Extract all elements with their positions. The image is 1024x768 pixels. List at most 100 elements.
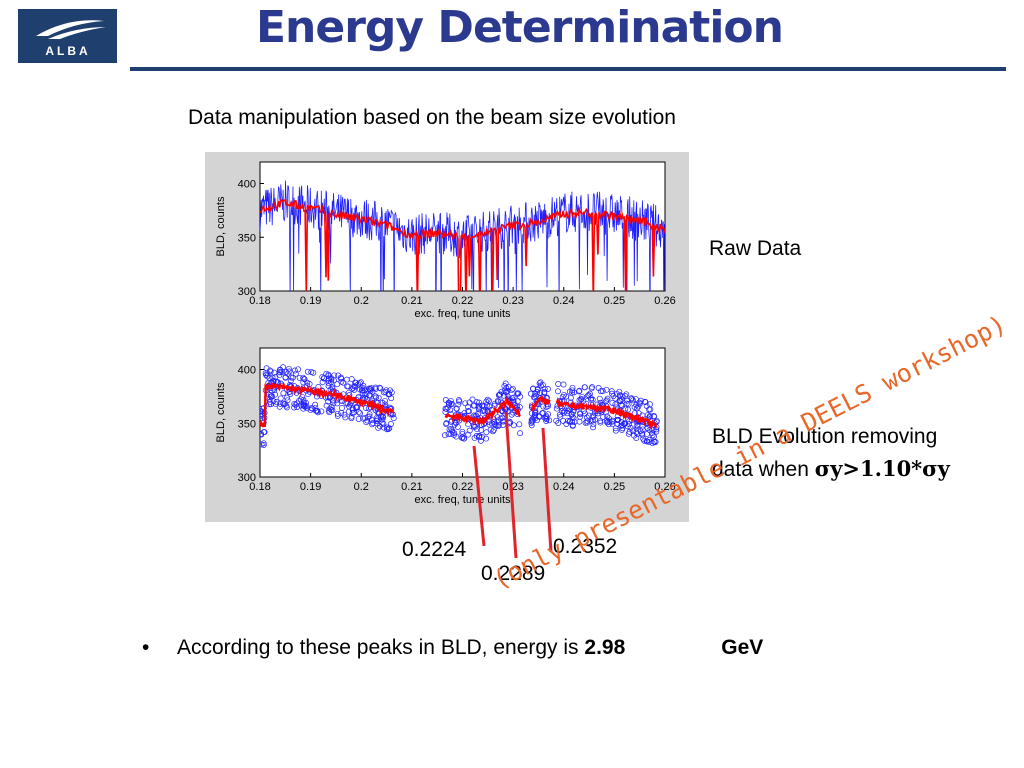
scatter-point bbox=[323, 402, 330, 409]
scatter-point bbox=[464, 403, 471, 410]
energy-unit: GeV bbox=[721, 636, 764, 659]
scatter-point bbox=[556, 411, 563, 418]
scatter-point bbox=[639, 430, 645, 437]
title-divider bbox=[130, 67, 1006, 71]
scatter-point bbox=[372, 393, 379, 400]
scatter-point bbox=[619, 422, 626, 429]
scatter-point bbox=[313, 407, 320, 414]
scatter-point bbox=[352, 379, 359, 386]
scatter-point bbox=[470, 422, 477, 429]
scatter-point bbox=[382, 397, 388, 404]
scatter-point bbox=[357, 379, 364, 386]
x-tick-label: 0.19 bbox=[300, 295, 321, 307]
scatter-point bbox=[373, 416, 380, 423]
scatter-point bbox=[312, 404, 319, 411]
logo-text: ALBA bbox=[45, 44, 90, 58]
scatter-point bbox=[612, 427, 619, 434]
scatter-point bbox=[546, 417, 553, 424]
scatter-point bbox=[286, 368, 293, 375]
scatter-point bbox=[536, 380, 543, 387]
scatter-point bbox=[567, 394, 574, 401]
scatter-point bbox=[260, 431, 264, 437]
scatter-point bbox=[351, 383, 358, 390]
scatter-point bbox=[445, 399, 452, 406]
y-tick-label: 300 bbox=[238, 286, 256, 298]
scatter-point bbox=[461, 435, 468, 442]
scatter-point bbox=[560, 417, 567, 424]
scatter-point bbox=[334, 381, 341, 388]
scatter-point bbox=[344, 383, 351, 390]
peak-label-2: 0.2352 bbox=[553, 535, 618, 558]
scatter-point bbox=[441, 432, 448, 439]
scatter-point bbox=[359, 390, 366, 396]
scatter-point bbox=[270, 398, 277, 405]
scatter-point bbox=[594, 410, 601, 417]
x-tick-label: 0.23 bbox=[502, 295, 523, 307]
scatter-point bbox=[630, 427, 637, 434]
scatter-point bbox=[596, 395, 603, 402]
scatter-point bbox=[318, 408, 325, 415]
scatter-point bbox=[501, 387, 508, 394]
scatter-point bbox=[375, 424, 382, 431]
scatter-point bbox=[540, 403, 547, 410]
scatter-point bbox=[604, 413, 611, 420]
scatter-point bbox=[339, 405, 345, 411]
conclusion-bullet: • According to these peaks in BLD, energy… bbox=[142, 636, 763, 660]
y-tick-label: 350 bbox=[238, 232, 256, 244]
y-axis-label: BLD, counts bbox=[215, 196, 227, 256]
scatter-point bbox=[474, 426, 480, 433]
scatter-point bbox=[282, 374, 289, 381]
scatter-point bbox=[569, 389, 576, 396]
scatter-point bbox=[646, 412, 653, 419]
scatter-point bbox=[368, 385, 375, 392]
scatter-point bbox=[375, 394, 382, 401]
scatter-point bbox=[453, 433, 460, 440]
scatter-point bbox=[283, 394, 290, 401]
x-tick-label: 0.22 bbox=[452, 481, 473, 493]
scatter-point bbox=[495, 423, 502, 430]
scatter-point bbox=[297, 396, 304, 403]
scatter-point bbox=[497, 415, 504, 422]
scatter-point bbox=[342, 414, 349, 421]
scatter-point bbox=[559, 393, 566, 400]
scatter-point bbox=[634, 405, 641, 412]
scatter-point bbox=[577, 410, 583, 417]
bld-charts: 0.18 0.19 0.2 0.21 0.22 0.23 0.24 0.25 0.26 300 35… bbox=[215, 161, 676, 506]
scatter-point bbox=[646, 427, 653, 433]
scatter-point bbox=[635, 403, 642, 410]
bld-label-formula: σy>1.10*σy bbox=[814, 456, 950, 481]
scatter-point bbox=[329, 384, 336, 391]
scatter-point bbox=[577, 413, 584, 420]
x-tick-label: 0.21 bbox=[401, 481, 422, 493]
scatter-point bbox=[634, 421, 641, 428]
scatter-point bbox=[478, 427, 485, 433]
scatter-point bbox=[517, 430, 524, 437]
scatter-point bbox=[636, 400, 643, 407]
scatter-point bbox=[319, 379, 326, 386]
scatter-point bbox=[280, 390, 287, 397]
scatter-point bbox=[288, 374, 295, 381]
x-tick-label: 0.22 bbox=[452, 295, 473, 307]
scatter-point bbox=[451, 421, 458, 428]
scatter-point bbox=[496, 422, 502, 429]
scatter-point bbox=[300, 379, 307, 386]
scatter-point bbox=[619, 396, 625, 403]
scatter-point bbox=[334, 412, 341, 419]
scatter-point bbox=[292, 401, 299, 408]
scatter-point bbox=[476, 399, 483, 406]
scatter-point bbox=[534, 389, 541, 395]
scatter-point bbox=[268, 393, 274, 400]
scatter-point bbox=[301, 376, 308, 383]
scatter-point bbox=[613, 390, 620, 397]
bld-label-prefix: data when bbox=[712, 458, 815, 481]
scatter-point bbox=[653, 428, 660, 435]
scatter-point bbox=[466, 427, 473, 434]
scatter-point bbox=[576, 388, 582, 395]
x-axis-label: exc. freq, tune units bbox=[415, 494, 511, 506]
scatter-point bbox=[618, 426, 625, 433]
scatter-point bbox=[359, 387, 366, 394]
scatter-point bbox=[334, 410, 341, 417]
x-tick-label: 0.25 bbox=[604, 295, 625, 307]
scatter-point bbox=[291, 400, 298, 407]
scatter-point bbox=[609, 421, 616, 428]
